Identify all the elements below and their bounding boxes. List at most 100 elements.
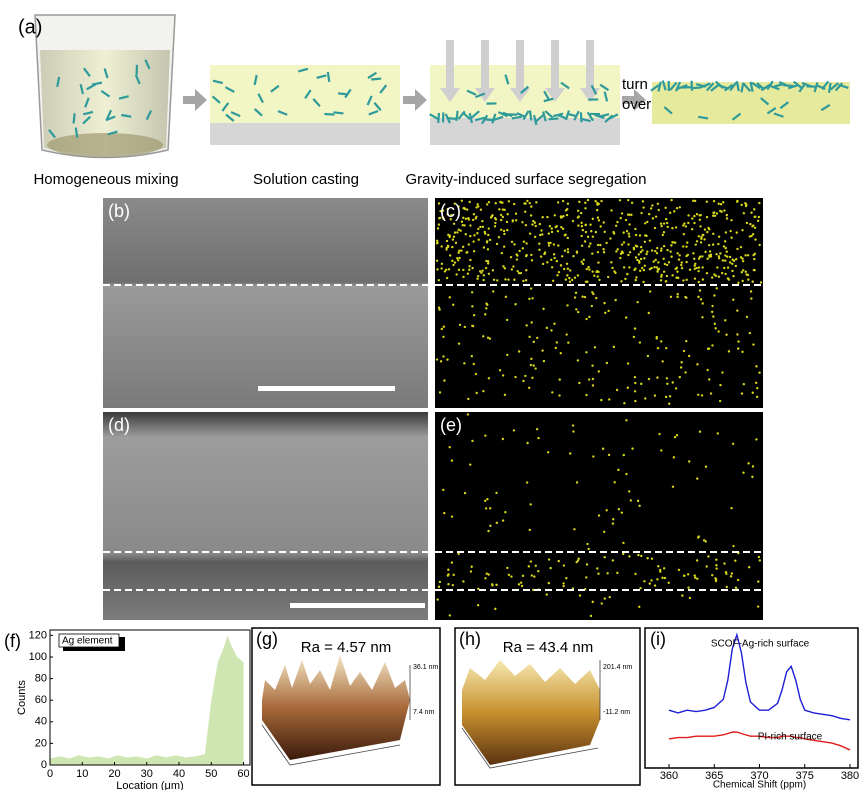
eds-dot xyxy=(498,369,502,372)
eds-dot xyxy=(623,402,626,405)
eds-dot xyxy=(638,261,641,264)
rods xyxy=(48,59,849,139)
eds-dot xyxy=(702,539,706,542)
eds-dot xyxy=(653,584,657,587)
eds-dot xyxy=(534,224,537,228)
eds-dot xyxy=(680,361,683,364)
eds-dot xyxy=(646,354,650,358)
eds-dot xyxy=(607,453,611,457)
eds-dot xyxy=(715,558,718,561)
eds-dot xyxy=(439,209,442,213)
rod xyxy=(543,97,554,103)
eds-dot xyxy=(531,376,534,379)
eds-dot xyxy=(750,297,753,300)
eds-dot xyxy=(581,262,585,266)
eds-dot xyxy=(638,504,641,508)
eds-dot xyxy=(634,233,638,237)
eds-dot xyxy=(642,206,645,209)
eds-dot xyxy=(658,432,661,436)
eds-dot xyxy=(467,243,470,246)
eds-dot xyxy=(757,555,761,559)
eds-dot xyxy=(664,206,667,210)
eds-dot xyxy=(600,199,603,203)
panel-label: (d) xyxy=(108,415,130,435)
eds-dot xyxy=(474,372,478,376)
afm-axes xyxy=(261,660,601,769)
x-tick-label: 365 xyxy=(705,770,723,782)
eds-dot xyxy=(688,460,691,463)
eds-dot xyxy=(514,303,517,306)
eds-dot xyxy=(627,243,630,246)
eds-dot xyxy=(709,392,713,395)
eds-dot xyxy=(576,216,580,219)
x-tick-label: 0 xyxy=(47,768,53,780)
eds-dot xyxy=(498,208,501,211)
eds-dot xyxy=(584,207,587,210)
eds-dot xyxy=(551,279,555,282)
eds-dot xyxy=(642,268,646,272)
eds-dot xyxy=(653,265,656,269)
eds-dot xyxy=(603,597,606,600)
eds-dot xyxy=(706,257,709,260)
eds-dot xyxy=(620,280,623,283)
eds-dot xyxy=(667,581,670,584)
eds-dot xyxy=(448,234,451,237)
eds-dot xyxy=(587,265,590,269)
rod xyxy=(145,110,153,121)
eds-dot xyxy=(641,200,645,203)
eds-dot xyxy=(673,210,676,213)
eds-dot xyxy=(727,278,731,281)
eds-dot xyxy=(648,290,652,293)
eds-dot xyxy=(443,511,446,515)
rod xyxy=(121,113,132,118)
eds-dot xyxy=(550,266,554,269)
eds-dot xyxy=(716,266,719,269)
eds-dot xyxy=(502,229,506,233)
eds-dot xyxy=(448,254,452,257)
eds-dot xyxy=(723,240,727,243)
eds-dot xyxy=(516,269,519,273)
eds-dot xyxy=(480,271,483,274)
rod xyxy=(468,112,473,124)
eds-dot xyxy=(566,274,569,277)
gravity-arrow xyxy=(440,40,460,102)
rod xyxy=(103,68,109,79)
rod xyxy=(710,83,720,92)
eds-dot xyxy=(501,201,504,204)
eds-dot xyxy=(534,367,537,370)
eds-dot xyxy=(503,267,507,270)
rod xyxy=(566,112,578,118)
eds-dot xyxy=(446,213,449,216)
eds-dot xyxy=(601,447,605,450)
eds-dot xyxy=(513,278,516,281)
y-tick-label: 80 xyxy=(35,673,47,685)
eds-dot xyxy=(451,583,454,587)
eds-dot xyxy=(562,584,565,588)
rod xyxy=(560,81,570,90)
series-label: PI-rich surface xyxy=(758,732,823,743)
eds-dot xyxy=(578,594,582,597)
eds-dot xyxy=(458,323,462,327)
eds-dot xyxy=(577,310,580,314)
eds-dot xyxy=(633,390,637,393)
eds-dot xyxy=(677,568,681,572)
eds-dot xyxy=(534,564,537,567)
eds-dot xyxy=(589,223,592,226)
eds-dot xyxy=(657,208,660,212)
rod xyxy=(779,101,789,110)
eds-dot xyxy=(533,235,537,239)
eds-dot xyxy=(695,266,698,270)
eds-dot xyxy=(686,241,689,244)
eds-dot xyxy=(620,511,624,514)
eds-dot xyxy=(591,600,594,604)
eds-dot xyxy=(504,295,508,299)
eds-dot xyxy=(612,232,616,235)
eds-dot xyxy=(666,248,669,252)
eds-dot xyxy=(693,199,697,203)
eds-dot xyxy=(715,287,718,290)
gravity-arrow xyxy=(510,40,530,102)
eds-dot xyxy=(461,245,465,249)
eds-dot xyxy=(684,371,687,374)
eds-dot xyxy=(711,304,714,308)
eds-dot xyxy=(485,302,488,305)
